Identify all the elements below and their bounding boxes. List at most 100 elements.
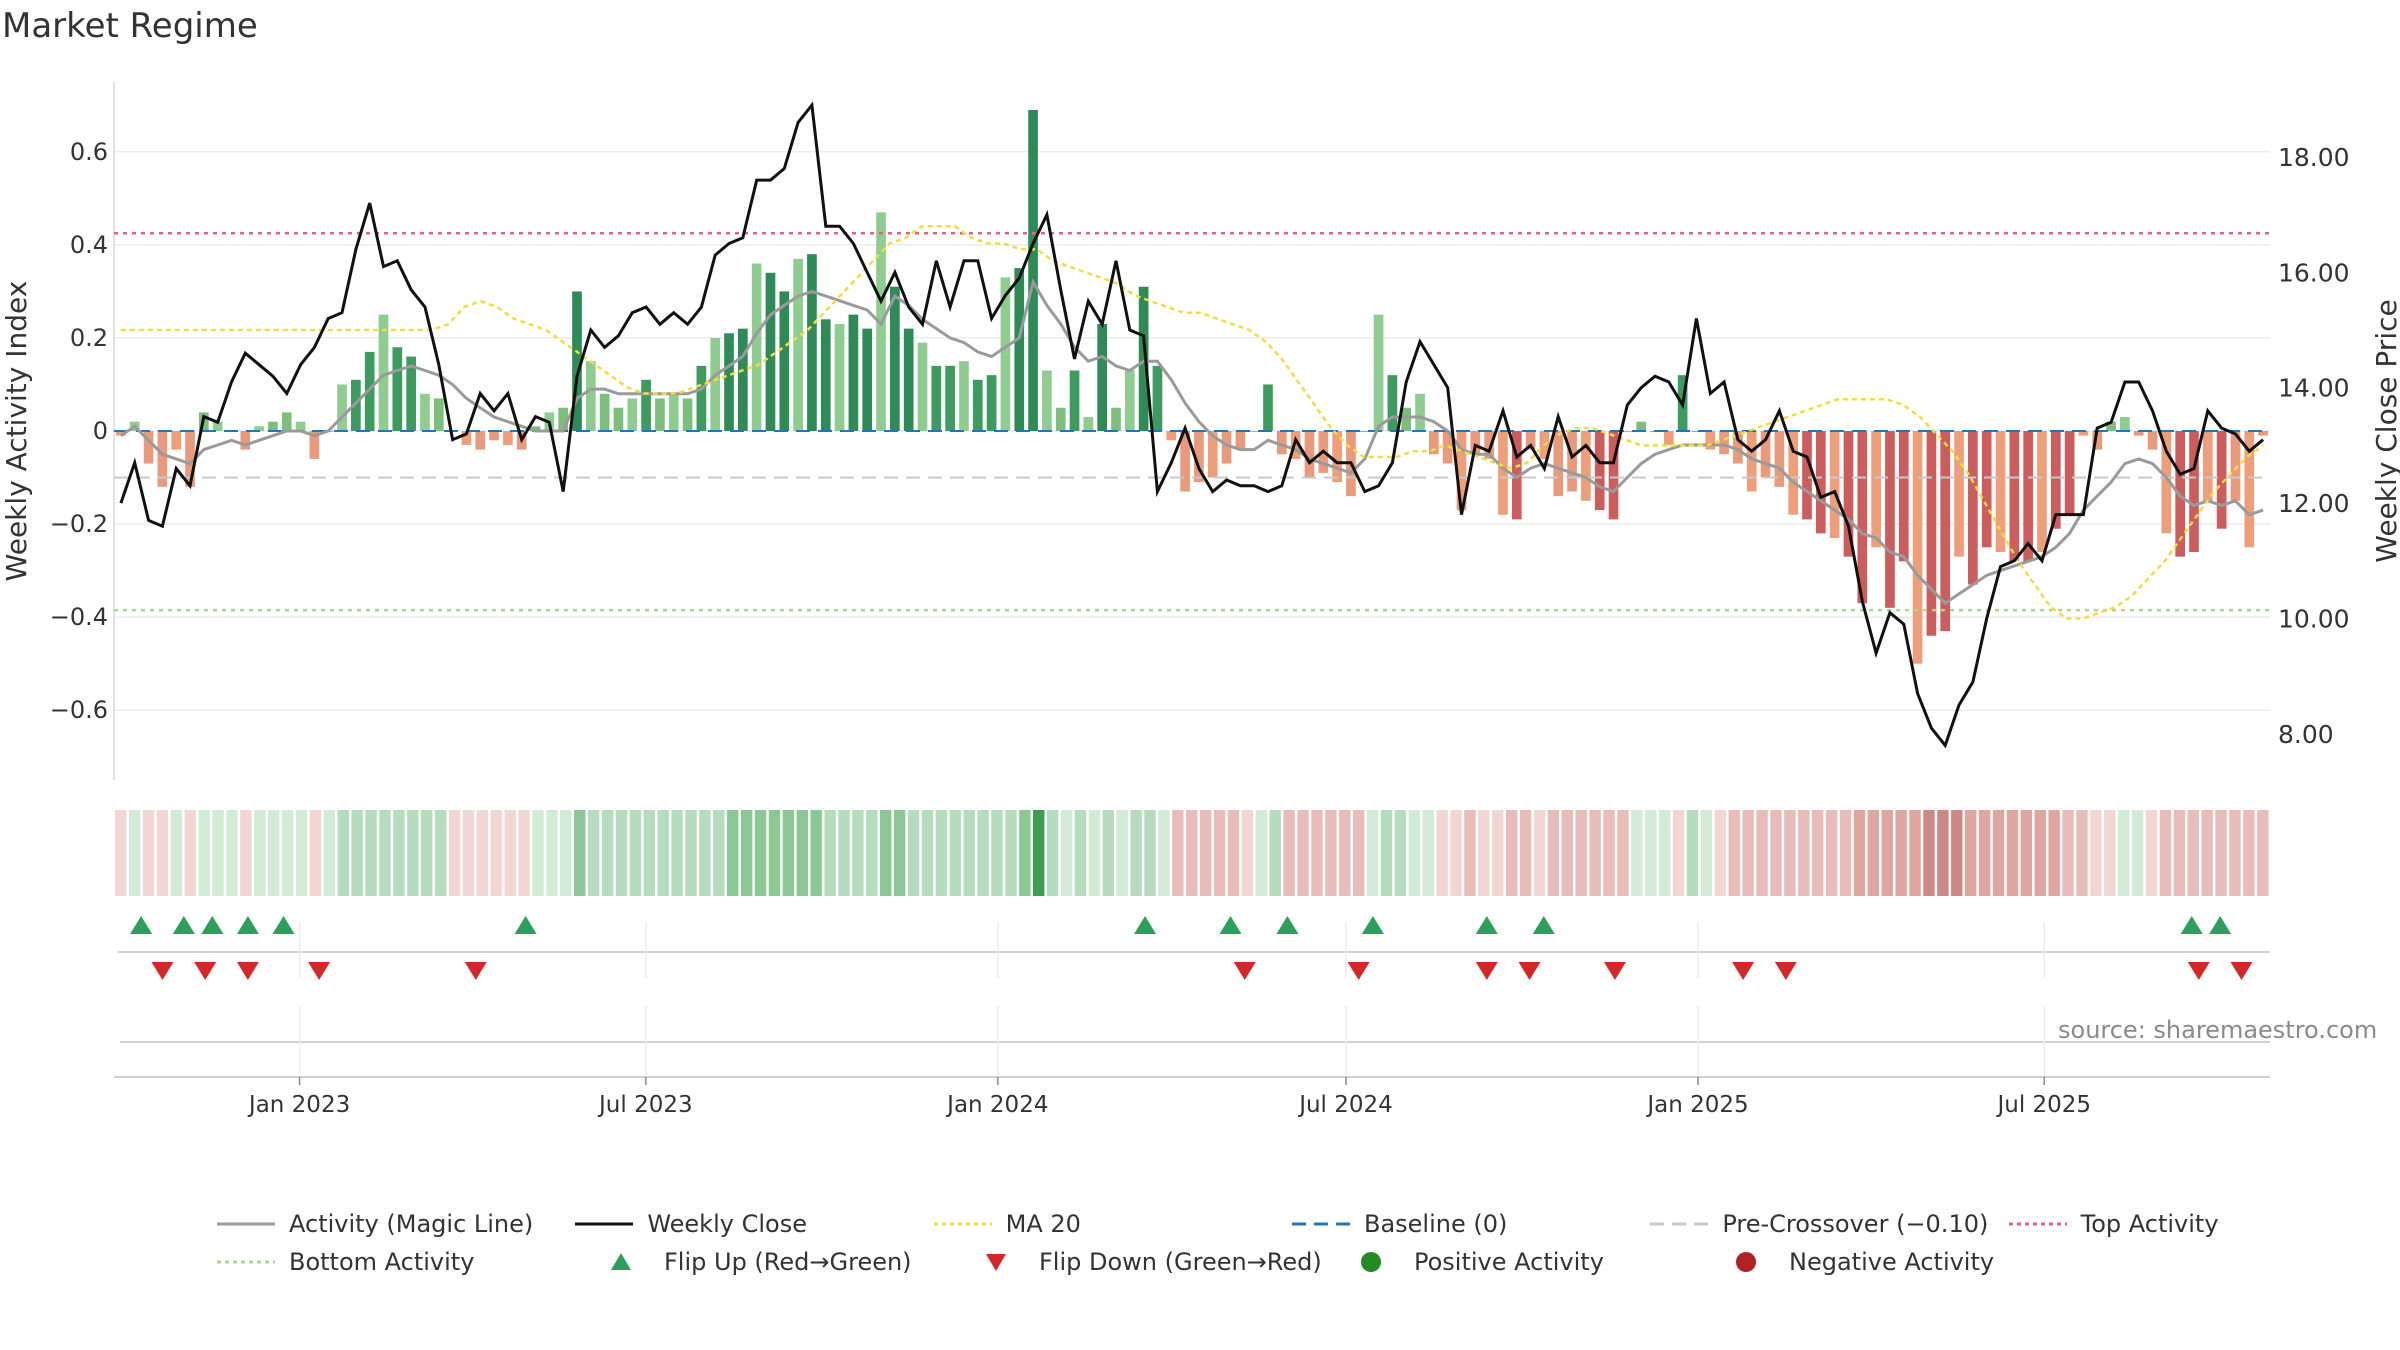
regime-strip-cell <box>963 810 975 896</box>
ma20-line <box>120 224 2264 620</box>
activity-bar <box>406 356 416 431</box>
activity-bar <box>931 365 942 431</box>
y2-axis-title: Weekly Close Price <box>2370 299 2400 562</box>
regime-strip-cell <box>1631 810 1643 896</box>
legend-item: Negative Activity <box>1715 1248 2090 1276</box>
legend-symbol-icon <box>215 1212 277 1236</box>
regime-strip-cell <box>1533 810 1546 896</box>
activity-bar <box>1429 431 1439 455</box>
regime-strip-cell <box>462 810 475 896</box>
activity-bar <box>1304 431 1315 478</box>
regime-strip-cell <box>1394 810 1407 896</box>
regime-strip-cell <box>1019 810 1031 896</box>
legend-label: Activity (Magic Line) <box>289 1210 534 1238</box>
activity-bar <box>1594 431 1605 511</box>
regime-strip-cell <box>2076 810 2088 896</box>
activity-bar <box>2202 431 2213 501</box>
activity-bar <box>1042 370 1052 431</box>
activity-bar <box>1871 431 1881 548</box>
regime-strip-cell <box>1450 810 1462 896</box>
regime-strip-cell <box>1881 810 1893 896</box>
activity-bar <box>1885 431 1895 608</box>
regime-strip-cell <box>337 810 349 896</box>
x-tick-label-4: Jan 2025 <box>1645 1092 1748 1118</box>
activity-bar <box>309 431 320 459</box>
legend-symbol-icon <box>590 1250 652 1274</box>
activity-bar <box>2216 431 2227 529</box>
flip-down-marker <box>151 962 174 980</box>
activity-bar <box>337 384 347 431</box>
legend-symbol-icon <box>932 1212 994 1236</box>
y2-tick-label-4: 10.00 <box>2278 604 2350 633</box>
flip-up-marker <box>1276 916 1299 934</box>
regime-strip-cell <box>685 810 697 896</box>
activity-bar <box>737 328 748 431</box>
activity-bar <box>1235 431 1246 450</box>
activity-bar <box>1207 431 1218 478</box>
x-tick-label-0: Jan 2023 <box>247 1092 350 1118</box>
legend-row: Bottom Activity Flip Up (Red→Green) Flip D… <box>215 1243 2365 1281</box>
activity-bar <box>1166 431 1177 441</box>
regime-strip-cell <box>1116 810 1128 896</box>
regime-strip-cell <box>1422 810 1434 896</box>
flip-down-marker <box>1518 962 1541 980</box>
regime-strip-cell <box>1561 810 1574 896</box>
regime-strip-cell <box>1199 810 1212 896</box>
regime-strip-cell <box>991 810 1003 896</box>
regime-strip-cell <box>2173 810 2186 896</box>
regime-strip-cell <box>393 810 405 896</box>
activity-bar <box>1359 431 1370 432</box>
regime-strip-cell <box>490 810 502 896</box>
regime-strip-cell <box>1714 810 1727 896</box>
flip-down-marker <box>236 962 259 980</box>
activity-magic-line <box>120 278 2264 606</box>
regime-strip-cell <box>1798 810 1810 896</box>
regime-strip-cell <box>2201 810 2213 896</box>
regime-strip-cell <box>323 810 336 896</box>
regime-strip-cell <box>128 810 141 896</box>
activity-bar <box>724 333 734 431</box>
regime-strip-cell <box>1005 810 1017 896</box>
regime-strip-cell <box>768 810 781 896</box>
activity-bar <box>171 431 182 450</box>
regime-strip-cell <box>2159 810 2172 896</box>
flip-up-marker <box>130 916 153 934</box>
activity-bar <box>1898 431 1909 562</box>
legend-label: Top Activity <box>2080 1210 2219 1238</box>
regime-strip-cell <box>365 810 377 896</box>
regime-strip-cell <box>2006 810 2019 896</box>
weekly-close-line <box>119 101 2265 749</box>
regime-strip-cell <box>170 810 183 896</box>
legend-item: Weekly Close <box>573 1210 931 1238</box>
legend-item: Baseline (0) <box>1290 1210 1648 1238</box>
activity-bar <box>1111 407 1121 431</box>
regime-strip-cell <box>1144 810 1156 896</box>
regime-strip-cell <box>1088 810 1101 896</box>
activity-bar <box>1581 431 1591 501</box>
activity-bar <box>1774 431 1785 487</box>
regime-strip-cell <box>184 810 196 896</box>
regime-strip-cell <box>2117 810 2130 896</box>
regime-strip-cell <box>1505 810 1518 896</box>
activity-bar <box>392 347 403 431</box>
activity-bar <box>1276 431 1287 455</box>
regime-strip-cell <box>226 810 238 896</box>
legend-label: Bottom Activity <box>289 1248 475 1276</box>
flip-up-marker <box>1532 916 1555 934</box>
regime-strip-cell <box>1756 810 1768 896</box>
activity-bar <box>1802 431 1812 520</box>
activity-bar <box>1138 286 1149 431</box>
regime-strip-cell <box>1519 810 1532 896</box>
regime-strip-cell <box>629 810 642 896</box>
activity-bar <box>1498 431 1508 515</box>
activity-bar <box>779 291 790 431</box>
activity-bar <box>1097 323 1108 431</box>
regime-strip-cell <box>1172 810 1184 896</box>
regime-strip-cell <box>1060 810 1073 896</box>
activity-bar <box>503 431 513 445</box>
regime-strip-cell <box>824 810 836 896</box>
regime-strip-cell <box>838 810 850 896</box>
activity-bar <box>1995 431 2006 552</box>
activity-bar <box>1691 431 1702 432</box>
regime-strip-cell <box>1895 810 1907 896</box>
